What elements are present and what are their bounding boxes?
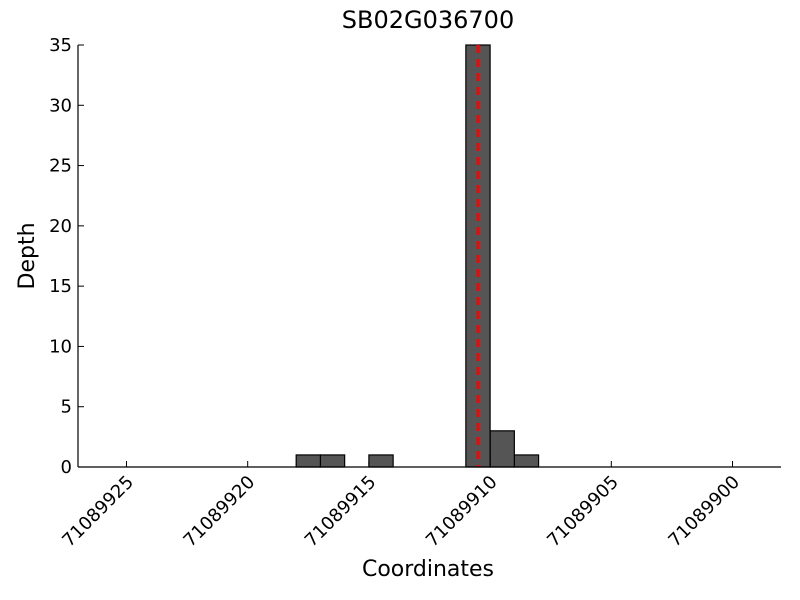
- x-tick-label: 71089910: [422, 472, 502, 552]
- x-tick-label: 71089905: [543, 472, 623, 552]
- x-tick-label: 71089900: [664, 472, 744, 552]
- y-tick-label: 15: [49, 276, 72, 297]
- y-tick-label: 5: [61, 397, 72, 418]
- x-tick-label: 71089920: [180, 472, 260, 552]
- chart-title: SB02G036700: [342, 6, 514, 34]
- x-axis-label: Coordinates: [362, 557, 494, 582]
- y-tick-label: 30: [49, 95, 72, 116]
- y-tick-label: 0: [61, 457, 72, 478]
- y-tick-label: 25: [49, 156, 72, 177]
- x-tick-label: 71089915: [301, 472, 381, 552]
- y-tick-label: 35: [49, 35, 72, 56]
- bar: [489, 430, 515, 468]
- bar: [319, 454, 346, 468]
- y-axis-label: Depth: [15, 222, 40, 289]
- bar: [295, 454, 322, 468]
- y-tick-label: 20: [49, 216, 72, 237]
- bar: [368, 454, 394, 468]
- x-tick-label: 71089925: [58, 472, 138, 552]
- bar: [513, 454, 540, 468]
- y-tick-label: 10: [49, 336, 72, 357]
